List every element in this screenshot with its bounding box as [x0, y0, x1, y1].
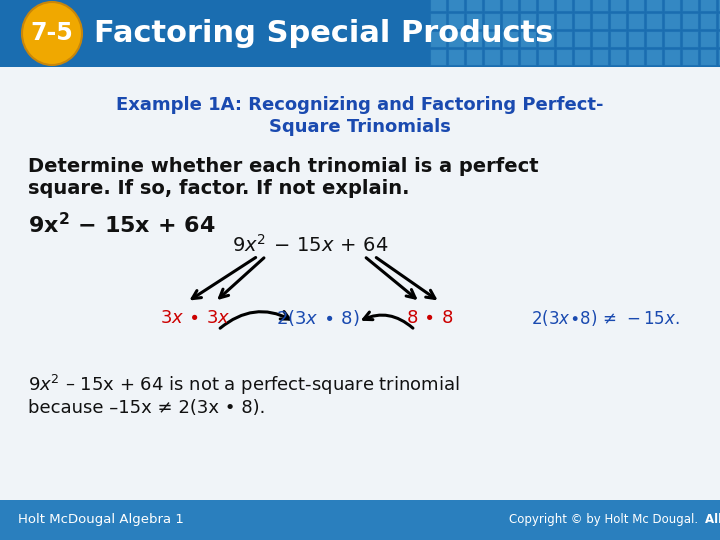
Bar: [538, 13, 554, 29]
Text: Example 1A: Recognizing and Factoring Perfect-: Example 1A: Recognizing and Factoring Pe…: [116, 96, 604, 114]
Bar: [718, 13, 720, 29]
Bar: [628, 13, 644, 29]
Text: square. If so, factor. If not explain.: square. If so, factor. If not explain.: [28, 179, 410, 199]
Bar: [430, 0, 446, 11]
Text: $9x^2$ – 15x + 64 is not a perfect-square trinomial: $9x^2$ – 15x + 64 is not a perfect-squar…: [28, 373, 459, 397]
Bar: [682, 0, 698, 11]
Bar: [520, 13, 536, 29]
Bar: [574, 0, 590, 11]
Bar: [466, 13, 482, 29]
Bar: [664, 0, 680, 11]
Bar: [466, 0, 482, 11]
Bar: [718, 0, 720, 11]
Text: $\mathbf{9x^2}$$\mathbf{\,-\,15x\,+\,64}$: $\mathbf{9x^2}$$\mathbf{\,-\,15x\,+\,64}…: [28, 212, 216, 238]
Bar: [718, 31, 720, 47]
Bar: [682, 13, 698, 29]
Text: because –15x ≠ 2(3x • 8).: because –15x ≠ 2(3x • 8).: [28, 399, 266, 417]
Text: 7-5: 7-5: [31, 22, 73, 45]
Bar: [718, 49, 720, 65]
Text: Square Trinomials: Square Trinomials: [269, 118, 451, 136]
Bar: [502, 49, 518, 65]
Bar: [592, 0, 608, 11]
Bar: [430, 49, 446, 65]
Bar: [484, 0, 500, 11]
Bar: [628, 0, 644, 11]
Bar: [646, 31, 662, 47]
Bar: [592, 31, 608, 47]
Bar: [556, 31, 572, 47]
Text: $9x^2\,-\,15x\,+\,64$: $9x^2\,-\,15x\,+\,64$: [232, 234, 388, 256]
Bar: [682, 49, 698, 65]
Bar: [502, 13, 518, 29]
Bar: [520, 31, 536, 47]
Text: Determine whether each trinomial is a perfect: Determine whether each trinomial is a pe…: [28, 158, 539, 177]
Bar: [448, 13, 464, 29]
Text: $3x\,\bullet\,3x$: $3x\,\bullet\,3x$: [160, 309, 230, 327]
Bar: [592, 13, 608, 29]
Bar: [610, 13, 626, 29]
Bar: [448, 31, 464, 47]
Text: $8\,\bullet\,8$: $8\,\bullet\,8$: [406, 309, 454, 327]
Text: Holt McDougal Algebra 1: Holt McDougal Algebra 1: [18, 514, 184, 526]
Bar: [646, 13, 662, 29]
Bar: [700, 31, 716, 47]
Bar: [700, 49, 716, 65]
Bar: [664, 13, 680, 29]
Bar: [664, 31, 680, 47]
Bar: [538, 31, 554, 47]
Text: Copyright © by Holt Mc Dougal.: Copyright © by Holt Mc Dougal.: [509, 514, 702, 526]
Bar: [0, 0, 720, 67]
Bar: [646, 0, 662, 11]
Bar: [574, 49, 590, 65]
Bar: [628, 31, 644, 47]
Bar: [556, 13, 572, 29]
Bar: [556, 0, 572, 11]
Bar: [466, 49, 482, 65]
Bar: [484, 49, 500, 65]
Bar: [700, 13, 716, 29]
Bar: [430, 13, 446, 29]
Bar: [0, 67, 720, 500]
Bar: [628, 49, 644, 65]
Text: $2(3x\,\bullet\,8)$: $2(3x\,\bullet\,8)$: [276, 308, 360, 328]
Bar: [448, 49, 464, 65]
Bar: [484, 13, 500, 29]
Bar: [592, 49, 608, 65]
Bar: [520, 0, 536, 11]
Text: Factoring Special Products: Factoring Special Products: [94, 19, 554, 48]
Bar: [574, 13, 590, 29]
Bar: [538, 0, 554, 11]
Bar: [0, 500, 720, 540]
Bar: [430, 31, 446, 47]
Bar: [466, 31, 482, 47]
Bar: [682, 31, 698, 47]
Bar: [556, 49, 572, 65]
Bar: [538, 49, 554, 65]
Bar: [610, 31, 626, 47]
Bar: [610, 0, 626, 11]
Bar: [646, 49, 662, 65]
Bar: [700, 0, 716, 11]
Bar: [502, 0, 518, 11]
Bar: [484, 31, 500, 47]
Ellipse shape: [22, 2, 82, 65]
Bar: [520, 49, 536, 65]
Text: $2(3x\!\bullet\!8)\,\neq\,-15x.$: $2(3x\!\bullet\!8)\,\neq\,-15x.$: [531, 308, 680, 328]
Bar: [610, 49, 626, 65]
Bar: [574, 31, 590, 47]
Text: All Rights Reserved.: All Rights Reserved.: [705, 514, 720, 526]
Bar: [664, 49, 680, 65]
Bar: [448, 0, 464, 11]
Bar: [502, 31, 518, 47]
